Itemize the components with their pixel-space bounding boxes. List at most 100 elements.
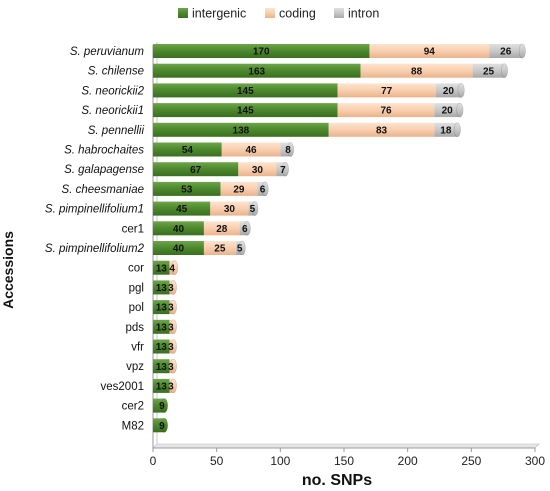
bar-end-pgl <box>169 280 177 295</box>
bar-end-s-neorickii1 <box>456 102 464 118</box>
value-label-cer1-intergenic: 40 <box>173 224 185 235</box>
bar-end-s-pennellii <box>453 122 461 138</box>
category-label: S. neorickii2 <box>81 85 144 97</box>
value-label-s-galapagense-coding: 30 <box>252 165 264 176</box>
value-label-s-cheesmaniae-intron: 6 <box>260 185 266 196</box>
bar-pol-intergenic <box>153 300 170 315</box>
bar-end-s-pimpinellifolium2 <box>238 240 246 256</box>
bar-s-pimpinellifolium2-intergenic <box>153 241 204 255</box>
value-label-s-pimpinellifolium2-intergenic: 40 <box>173 244 185 255</box>
bar-s-peruvianum-intron <box>489 44 523 58</box>
value-label-s-pennellii-intergenic: 138 <box>233 125 250 136</box>
value-label-vfr-intergenic: 13 <box>156 342 168 353</box>
category-labels: S. peruvianum S. chilense S. neorickii2 S. … <box>45 46 145 432</box>
value-label-s-neorickii1-intergenic: 145 <box>237 106 254 117</box>
bar-end-s-pimpinellifolium1 <box>251 201 259 216</box>
bar-s-habrochaites-intron <box>280 142 291 157</box>
category-label: S. pimpinellifolium2 <box>45 243 145 255</box>
category-label: ves2001 <box>101 381 144 393</box>
value-label-s-chilense-intergenic: 163 <box>248 66 265 77</box>
bar-end-s-habrochaites <box>287 142 295 157</box>
bar-s-neorickii1-intergenic <box>153 103 338 118</box>
value-label-vpz-intergenic: 13 <box>156 362 168 373</box>
value-label-pgl-intergenic: 13 <box>156 283 168 294</box>
value-label-s-pimpinellifolium2-intron: 5 <box>237 244 243 255</box>
bar-vpz-intergenic <box>153 359 170 374</box>
value-label-s-peruvianum-intergenic: 170 <box>253 47 270 58</box>
bar-s-neorickii2-coding <box>337 83 436 98</box>
x-tick-label: 100 <box>270 454 290 468</box>
value-label-pds-intergenic: 13 <box>156 322 168 333</box>
legend-label-intron: intron <box>348 7 379 21</box>
bar-end-vpz <box>169 358 177 374</box>
bar-s-neorickii2-intergenic <box>153 83 338 98</box>
bar-s-pennellii-coding <box>328 122 435 137</box>
category-label: cor <box>128 263 144 275</box>
bar-s-peruvianum-coding <box>369 44 490 58</box>
bar-s-galapagense-coding <box>238 162 277 177</box>
bar-s-galapagense-intergenic <box>153 162 239 177</box>
value-label-cer1-intron: 6 <box>242 224 248 235</box>
value-label-s-peruvianum-intron: 26 <box>500 47 512 58</box>
bar-end-s-galapagense <box>281 161 289 177</box>
bar-end-ves2001 <box>169 378 177 394</box>
value-label-s-pimpinellifolium2-coding: 25 <box>214 244 226 255</box>
value-label-s-pennellii-coding: 83 <box>376 125 388 136</box>
bar-s-pimpinellifolium2-coding <box>203 241 236 255</box>
bar-cer1-intergenic <box>153 221 204 236</box>
bar-s-neorickii1-coding <box>337 103 435 118</box>
bar-s-habrochaites-coding <box>221 142 281 157</box>
value-label-pol-intergenic: 13 <box>156 303 168 314</box>
category-label: vfr <box>131 342 144 354</box>
bar-s-cheesmaniae-intron <box>257 181 266 196</box>
value-label-pol-coding: 3 <box>168 303 174 314</box>
category-label: S. peruvianum <box>70 46 145 58</box>
value-label-s-cheesmaniae-intergenic: 53 <box>181 185 193 196</box>
y-axis-title: Accessions <box>0 231 16 309</box>
value-label-ves2001-intergenic: 13 <box>156 382 168 393</box>
bar-s-pimpinellifolium1-intergenic <box>153 201 211 216</box>
value-label-pds-coding: 3 <box>168 322 174 333</box>
plot-floor <box>152 443 540 449</box>
legend-swatch-coding <box>265 8 275 18</box>
bar-m82-intergenic <box>153 418 165 433</box>
value-label-s-pennellii-intron: 18 <box>440 125 452 136</box>
bar-end-m82 <box>160 417 168 433</box>
bar-cor-intergenic <box>153 260 170 275</box>
value-label-s-galapagense-intergenic: 67 <box>190 165 202 176</box>
bar-s-neorickii2-intron <box>435 83 462 98</box>
value-label-s-pimpinellifolium1-intron: 5 <box>250 204 256 215</box>
bar-s-peruvianum-intergenic <box>153 44 370 58</box>
category-label: S. galapagense <box>64 164 144 176</box>
bar-s-chilense-intron <box>472 63 505 78</box>
x-axis-title: no. SNPs <box>302 472 372 489</box>
x-tick-label: 200 <box>398 454 418 468</box>
value-label-cer1-coding: 28 <box>216 224 228 235</box>
bar-pgl-intergenic <box>153 280 170 295</box>
bar-ves2001-intergenic <box>153 378 170 393</box>
category-label: S. pimpinellifolium1 <box>45 204 144 216</box>
bar-end-cer1 <box>243 221 251 236</box>
category-label: S. chilense <box>88 66 144 78</box>
value-label-m82-intergenic: 9 <box>159 421 165 432</box>
value-label-cer2-intergenic: 9 <box>159 401 165 412</box>
bar-s-cheesmaniae-intergenic <box>153 181 221 196</box>
bar-pds-intergenic <box>153 319 170 334</box>
bar-s-habrochaites-intergenic <box>153 142 222 157</box>
category-label: cer2 <box>122 401 144 413</box>
bar-cer1-coding <box>203 221 240 236</box>
value-label-s-chilense-intron: 25 <box>483 66 495 77</box>
bar-s-pennellii-intron <box>434 122 458 137</box>
value-label-cor-intergenic: 13 <box>156 263 168 274</box>
value-label-s-neorickii2-intron: 20 <box>443 86 455 97</box>
x-tick-label: 150 <box>334 454 354 468</box>
category-label: S. neorickii1 <box>81 105 144 117</box>
bar-end-cer2 <box>160 398 168 413</box>
bar-s-neorickii1-intron <box>434 103 460 118</box>
bar-end-s-neorickii2 <box>457 83 465 98</box>
value-label-s-galapagense-intron: 7 <box>280 165 286 176</box>
bar-end-s-peruvianum <box>518 43 526 59</box>
category-label: M82 <box>122 420 144 432</box>
value-label-s-pimpinellifolium1-coding: 30 <box>224 204 236 215</box>
